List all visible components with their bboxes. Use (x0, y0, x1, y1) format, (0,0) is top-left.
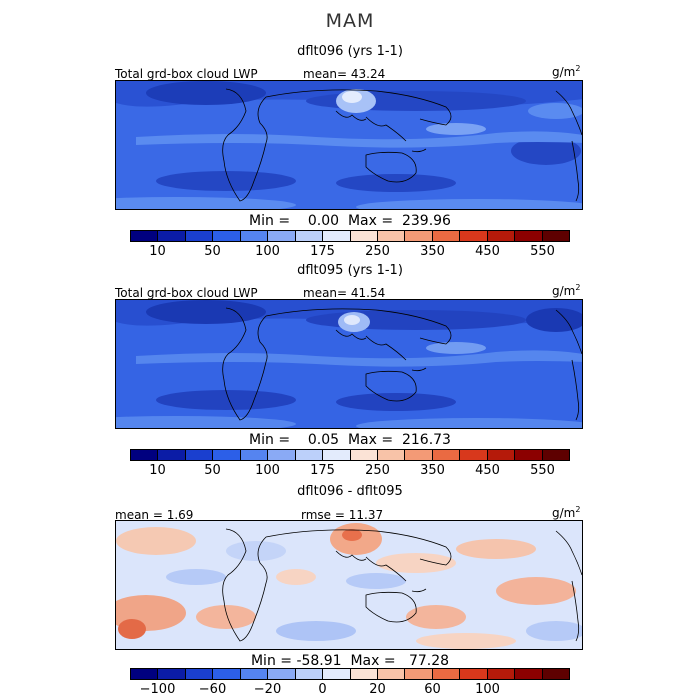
panel-2-colorbar-tick-label: 250 (365, 463, 390, 478)
panel-2-title: dflt095 (yrs 1-1) (297, 263, 403, 278)
panel-2-map (115, 299, 583, 429)
panel-3-colorbar-ticks: −100 −60 −20 0 20 60 100 (130, 682, 570, 698)
panel-1-colorbar-ticks: 10 50 100 175 250 350 450 550 (130, 244, 570, 260)
panel-2-colorbar-swatch (158, 450, 186, 460)
panel-1-colorbar (130, 230, 570, 242)
panel-2-colorbar-swatch (131, 450, 159, 460)
panel-3-colorbar-swatch (158, 669, 186, 679)
panel-2-colorbar-ticks: 10 50 100 175 250 350 450 550 (130, 463, 570, 479)
panel-1-colorbar-swatch (487, 231, 516, 241)
panel-1-colorbar-swatch (268, 231, 296, 241)
panel-2-colorbar-swatch (515, 450, 543, 460)
panel-2-colorbar-tick-label: 175 (310, 463, 335, 478)
panel-2-colorbar-swatch (432, 450, 461, 460)
panel-2-colorbar-swatch (405, 450, 433, 460)
panel-2-colorbar (130, 449, 570, 461)
panel-3-colorbar-tick-label: 0 (318, 682, 327, 697)
panel-2-colorbar-swatch (213, 450, 241, 460)
panel-1-colorbar-swatch (432, 231, 461, 241)
panel-1-stats: Min = 0.00 Max = 239.96 (249, 213, 451, 229)
panel-2-colorbar-swatch (268, 450, 296, 460)
panel-1-colorbar-tick-label: 100 (255, 244, 280, 259)
panel-1-colorbar-tick-label: 550 (530, 244, 555, 259)
panel-3-title: dflt096 - dflt095 (297, 484, 403, 499)
panel-3-colorbar-tick-label: −100 (139, 682, 176, 697)
panel-3-colorbar-swatch (213, 669, 241, 679)
panel-3-colorbar-swatch (268, 669, 296, 679)
panel-2-mean: mean= 41.54 (303, 286, 386, 300)
panel-1-colorbar-swatch (295, 231, 324, 241)
panel-1-colorbar-swatch (213, 231, 241, 241)
panel-3-colorbar-tick-label: −60 (198, 682, 227, 697)
panel-1-field-label: Total grd-box cloud LWP (115, 67, 258, 81)
panel-3-colorbar (130, 668, 570, 680)
panel-3-colorbar-swatch (350, 669, 378, 679)
panel-1-colorbar-swatch (350, 231, 378, 241)
panel-2-colorbar-swatch (487, 450, 516, 460)
panel-1-colorbar-tick-label: 50 (204, 244, 221, 259)
panel-2-stats: Min = 0.05 Max = 216.73 (249, 432, 451, 448)
panel-1-colorbar-swatch (515, 231, 543, 241)
panel-2-colorbar-tick-label: 550 (530, 463, 555, 478)
panel-1-colorbar-swatch (377, 231, 406, 241)
panel-3-stats: Min = -58.91 Max = 77.28 (250, 653, 450, 669)
panel-3-colorbar-tick-label: 100 (475, 682, 500, 697)
panel-3-mean: mean = 1.69 (115, 508, 194, 522)
panel-3-units: g/m2 (552, 505, 581, 520)
panel-2-colorbar-swatch (323, 450, 351, 460)
panel-2-colorbar-swatch (350, 450, 378, 460)
panel-3-colorbar-swatch (460, 669, 488, 679)
panel-1-colorbar-tick-label: 175 (310, 244, 335, 259)
panel-3-colorbar-swatch (131, 669, 159, 679)
panel-2-colorbar-swatch (295, 450, 324, 460)
panel-3-colorbar-swatch (295, 669, 324, 679)
panel-1-colorbar-swatch (542, 231, 569, 241)
panel-3-colorbar-swatch (377, 669, 406, 679)
panel-1-colorbar-swatch (405, 231, 433, 241)
panel-3-map (115, 520, 583, 650)
panel-3-colorbar-tick-label: 20 (369, 682, 386, 697)
panel-2-colorbar-swatch (542, 450, 569, 460)
panel-3-colorbar-swatch (542, 669, 569, 679)
panel-2-colorbar-tick-label: 350 (420, 463, 445, 478)
panel-2-colorbar-tick-label: 50 (204, 463, 221, 478)
panel-2-colorbar-tick-label: 100 (255, 463, 280, 478)
panel-1-colorbar-swatch (240, 231, 269, 241)
panel-2-colorbar-swatch (185, 450, 214, 460)
panel-1-colorbar-swatch (158, 231, 186, 241)
panel-3-colorbar-swatch (515, 669, 543, 679)
panel-3-colorbar-tick-label: −20 (253, 682, 282, 697)
season-title: MAM (325, 10, 375, 32)
panel-1-colorbar-swatch (131, 231, 159, 241)
panel-1-colorbar-tick-label: 450 (475, 244, 500, 259)
panel-1-colorbar-swatch (460, 231, 488, 241)
panel-3-colorbar-swatch (240, 669, 269, 679)
panel-2-colorbar-tick-label: 10 (149, 463, 166, 478)
panel-1-units: g/m2 (552, 64, 581, 79)
panel-3-colorbar-tick-label: 60 (424, 682, 441, 697)
panel-2-colorbar-swatch (460, 450, 488, 460)
panel-3-rmse: rmse = 11.37 (301, 508, 384, 522)
panel-1-mean: mean= 43.24 (303, 67, 386, 81)
panel-3-colorbar-swatch (405, 669, 433, 679)
panel-1-colorbar-swatch (323, 231, 351, 241)
panel-3-colorbar-swatch (487, 669, 516, 679)
panel-2-field-label: Total grd-box cloud LWP (115, 286, 258, 300)
panel-2-colorbar-swatch (240, 450, 269, 460)
panel-1-colorbar-tick-label: 10 (149, 244, 166, 259)
panel-3-colorbar-swatch (185, 669, 214, 679)
panel-3-colorbar-swatch (432, 669, 461, 679)
panel-1-title: dflt096 (yrs 1-1) (297, 44, 403, 59)
panel-1-colorbar-tick-label: 350 (420, 244, 445, 259)
panel-2-colorbar-swatch (377, 450, 406, 460)
panel-3-colorbar-swatch (323, 669, 351, 679)
panel-2-units: g/m2 (552, 283, 581, 298)
panel-2-colorbar-tick-label: 450 (475, 463, 500, 478)
panel-1-map (115, 80, 583, 210)
panel-1-colorbar-tick-label: 250 (365, 244, 390, 259)
panel-1-colorbar-swatch (185, 231, 214, 241)
